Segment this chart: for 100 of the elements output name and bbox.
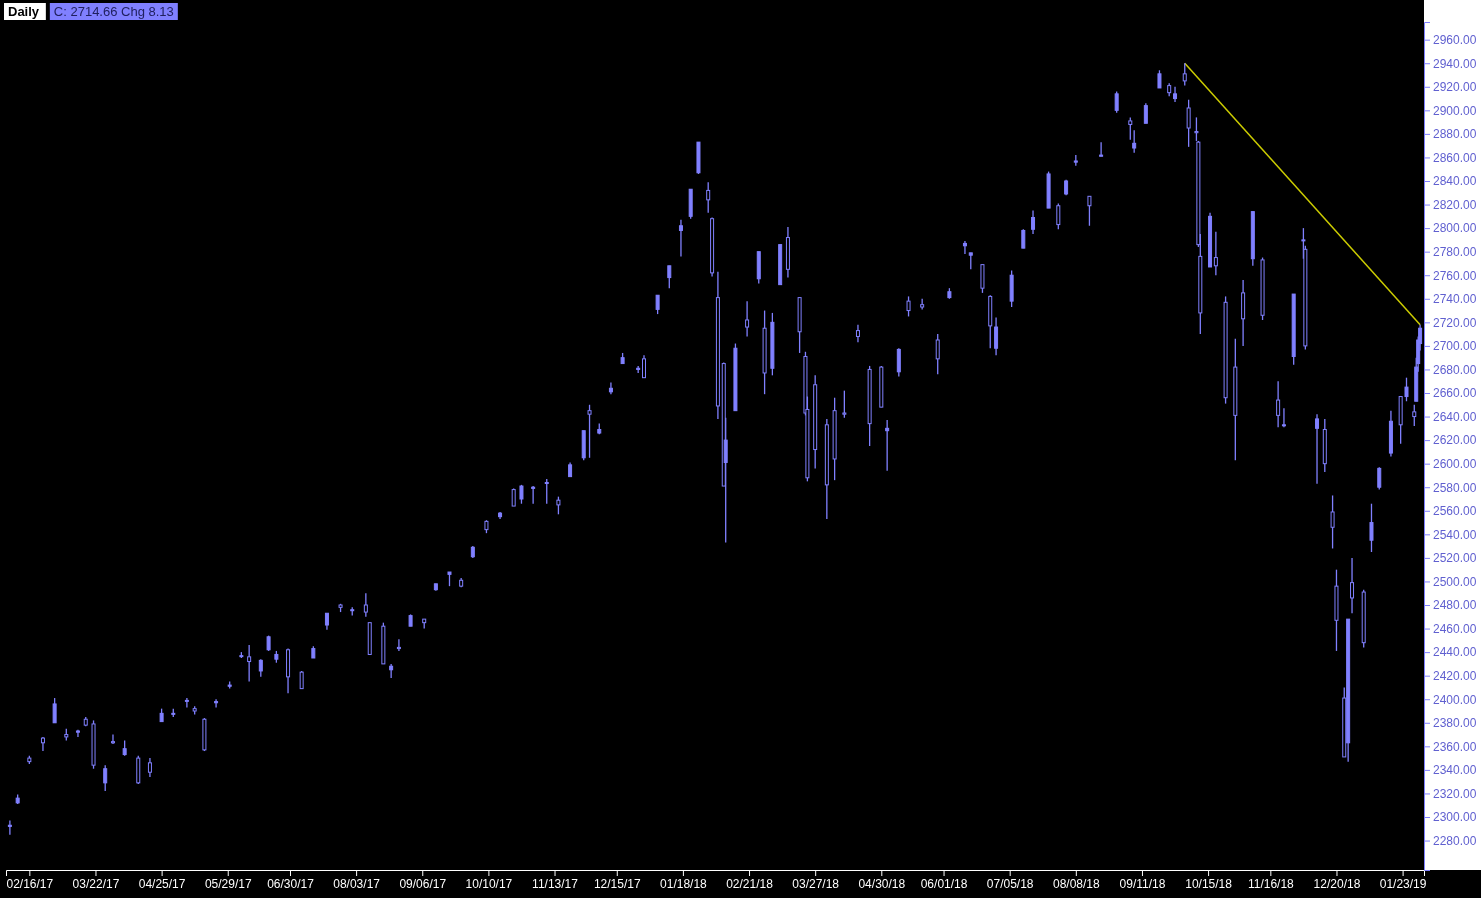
candlestick bbox=[655, 294, 660, 315]
candlestick bbox=[544, 478, 549, 505]
y-tick-label: 2940.00 bbox=[1433, 56, 1477, 71]
x-tick-label: 04/30/18 bbox=[858, 876, 906, 891]
candlestick bbox=[962, 240, 967, 255]
x-tick-label: 05/29/17 bbox=[204, 876, 252, 891]
y-tick-label: 2860.00 bbox=[1433, 150, 1477, 165]
y-tick-label: 2560.00 bbox=[1433, 504, 1477, 519]
candlestick bbox=[842, 389, 847, 419]
y-tick-label: 2620.00 bbox=[1433, 433, 1477, 448]
candlestick bbox=[7, 819, 12, 836]
candlestick bbox=[1182, 62, 1187, 87]
y-tick-label: 2720.00 bbox=[1433, 315, 1477, 330]
x-tick-label: 12/15/17 bbox=[593, 876, 641, 891]
chart-title: Daily bbox=[8, 4, 40, 19]
candlestick bbox=[678, 219, 683, 258]
x-tick-label: 06/01/18 bbox=[920, 876, 968, 891]
candlestick bbox=[706, 181, 711, 214]
y-tick-label: 2440.00 bbox=[1433, 645, 1477, 660]
y-tick-label: 2820.00 bbox=[1433, 197, 1477, 212]
y-tick-label: 2340.00 bbox=[1433, 763, 1477, 778]
candlestick bbox=[1128, 116, 1133, 141]
x-tick-label: 02/16/17 bbox=[6, 876, 54, 891]
candlestick bbox=[1021, 228, 1026, 249]
y-tick-label: 2420.00 bbox=[1433, 669, 1477, 684]
y-tick-label: 2540.00 bbox=[1433, 527, 1477, 542]
candlestick bbox=[1412, 404, 1417, 427]
x-tick-label: 08/08/18 bbox=[1052, 876, 1100, 891]
candlestick bbox=[642, 354, 646, 379]
x-tick-label: 01/18/18 bbox=[660, 876, 708, 891]
x-tick-label: 04/25/17 bbox=[138, 876, 186, 891]
candlestick bbox=[1186, 99, 1191, 148]
y-tick-label: 2780.00 bbox=[1433, 245, 1477, 260]
candlestick bbox=[103, 764, 108, 792]
y-tick-label: 2320.00 bbox=[1433, 786, 1477, 801]
candlestick bbox=[1213, 230, 1218, 276]
x-tick-label: 08/03/17 bbox=[333, 876, 381, 891]
candlestick bbox=[994, 316, 999, 356]
y-tick-label: 2300.00 bbox=[1433, 810, 1477, 825]
x-tick-label: 03/27/18 bbox=[792, 876, 840, 891]
candlestick bbox=[184, 697, 189, 709]
y-tick-label: 2360.00 bbox=[1433, 739, 1477, 754]
y-tick-label: 2480.00 bbox=[1433, 598, 1477, 613]
y-tick-label: 2380.00 bbox=[1433, 716, 1477, 731]
y-tick-label: 2660.00 bbox=[1433, 386, 1477, 401]
x-tick-label: 07/05/18 bbox=[986, 876, 1034, 891]
x-tick-label: 09/11/18 bbox=[1119, 876, 1166, 891]
candlestick bbox=[389, 663, 394, 679]
candlestick bbox=[935, 333, 940, 375]
candlestick bbox=[1031, 209, 1036, 235]
candlestick bbox=[147, 757, 152, 778]
x-tick-label: 09/06/17 bbox=[399, 876, 447, 891]
candlestick bbox=[1315, 413, 1320, 485]
x-tick-label: 01/23/19 bbox=[1379, 876, 1427, 891]
candlestick bbox=[587, 404, 592, 459]
candlestick bbox=[1173, 86, 1178, 103]
y-tick-label: 2520.00 bbox=[1433, 551, 1477, 566]
candlestick bbox=[531, 485, 536, 505]
candlestick bbox=[1132, 129, 1137, 154]
y-tick-label: 2880.00 bbox=[1433, 127, 1477, 142]
x-tick-label: 10/10/17 bbox=[465, 876, 513, 891]
candlestick bbox=[745, 300, 750, 338]
candlestick bbox=[52, 697, 57, 724]
x-tick-label: 03/22/17 bbox=[72, 876, 120, 891]
candlestick bbox=[396, 638, 401, 652]
candlestick bbox=[1281, 407, 1286, 428]
candlestick bbox=[110, 733, 115, 745]
candlestick bbox=[980, 263, 985, 294]
y-tick-label: 2500.00 bbox=[1433, 574, 1477, 589]
candlestick bbox=[885, 419, 890, 472]
candlestick bbox=[608, 381, 613, 395]
candlestick bbox=[1276, 380, 1281, 428]
candlestick bbox=[1056, 202, 1061, 230]
y-tick-label: 2400.00 bbox=[1433, 692, 1477, 707]
candlestick bbox=[906, 295, 911, 318]
x-tick-label: 12/20/18 bbox=[1313, 876, 1361, 891]
candlestick bbox=[667, 265, 672, 289]
candlestick bbox=[1377, 466, 1382, 491]
y-tick-label: 2600.00 bbox=[1433, 457, 1477, 472]
y-tick-label: 2740.00 bbox=[1433, 292, 1477, 307]
candlestick bbox=[247, 644, 252, 683]
candlestick bbox=[1087, 195, 1092, 227]
x-tick-label: 11/16/18 bbox=[1247, 876, 1295, 891]
candlestick bbox=[1143, 102, 1148, 124]
chart-subtitle: C: 2714.66 Chg 8.13 bbox=[53, 4, 174, 19]
y-tick-label: 2280.00 bbox=[1433, 833, 1477, 848]
y-tick-label: 2960.00 bbox=[1433, 33, 1477, 48]
y-tick-label: 2680.00 bbox=[1433, 362, 1477, 377]
candlestick bbox=[1114, 90, 1119, 114]
candlestick bbox=[1369, 503, 1374, 553]
candlestick bbox=[363, 592, 368, 618]
candlestick bbox=[214, 698, 219, 709]
y-tick-label: 2760.00 bbox=[1433, 268, 1477, 283]
x-tick-label: 10/15/18 bbox=[1185, 876, 1233, 891]
y-tick-label: 2460.00 bbox=[1433, 621, 1477, 636]
y-tick-label: 2840.00 bbox=[1433, 174, 1477, 189]
x-tick-label: 06/30/17 bbox=[267, 876, 315, 891]
y-tick-label: 2700.00 bbox=[1433, 339, 1477, 354]
candlestick bbox=[1099, 141, 1104, 157]
candlestick bbox=[896, 347, 901, 378]
